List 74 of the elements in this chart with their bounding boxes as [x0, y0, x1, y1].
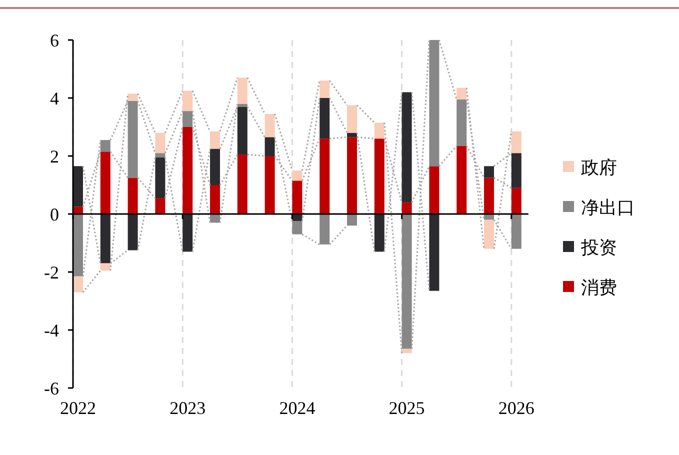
- bar: [128, 94, 138, 101]
- bar: [320, 80, 330, 98]
- bar: [128, 214, 138, 250]
- bar: [237, 78, 248, 104]
- bar: [347, 214, 357, 226]
- bar: [100, 214, 110, 264]
- legend-label: 投资: [580, 237, 617, 258]
- bar: [128, 100, 138, 178]
- bar: [484, 178, 494, 214]
- bar: [374, 138, 384, 214]
- bar: [264, 137, 275, 156]
- bar: [182, 111, 193, 127]
- bar: [402, 202, 412, 214]
- x-tick-label: 2022: [60, 398, 96, 418]
- bar: [374, 122, 384, 139]
- bar: [347, 105, 357, 133]
- bar: [347, 132, 357, 138]
- bar: [292, 221, 302, 234]
- y-tick-label: 4: [50, 88, 59, 108]
- bar: [100, 140, 110, 152]
- bar: [73, 166, 83, 207]
- bar: [402, 92, 412, 202]
- y-tick-label: 2: [50, 146, 59, 166]
- x-tick-label: 2026: [498, 398, 534, 418]
- bar: [292, 170, 302, 181]
- bar: [511, 131, 522, 154]
- bar: [456, 146, 467, 214]
- bar: [155, 153, 166, 158]
- y-tick-label: -6: [44, 378, 59, 398]
- bar: [402, 214, 412, 349]
- x-tick-label: 2023: [170, 398, 206, 418]
- bar: [210, 148, 220, 185]
- x-tick-label: 2025: [388, 398, 425, 418]
- bar: [429, 40, 440, 166]
- bar: [264, 156, 275, 214]
- bar: [320, 138, 330, 214]
- bar: [264, 114, 275, 138]
- bar: [182, 127, 193, 214]
- bar: [429, 214, 440, 291]
- bar: [155, 132, 166, 154]
- bar: [182, 214, 193, 252]
- bar: [484, 220, 494, 249]
- bar: [374, 214, 384, 252]
- legend-label: 消费: [581, 277, 617, 298]
- bar: [347, 137, 357, 214]
- y-tick-label: -2: [44, 262, 59, 282]
- bar: [237, 154, 248, 214]
- bar: [128, 178, 138, 214]
- bar: [511, 153, 522, 188]
- bar: [210, 131, 220, 149]
- bar: [292, 180, 302, 214]
- bar: [484, 166, 494, 178]
- x-tick-label: 2024: [279, 398, 316, 418]
- bar: [73, 276, 83, 292]
- bar: [155, 157, 166, 198]
- bar: [320, 98, 330, 139]
- bar: [155, 198, 166, 214]
- bar: [456, 88, 467, 100]
- bar: [210, 185, 220, 214]
- y-tick-label: 0: [50, 204, 59, 224]
- bar: [511, 188, 522, 214]
- bar: [237, 106, 248, 155]
- bar: [320, 214, 330, 244]
- bar: [182, 90, 193, 112]
- legend-label: 政府: [581, 157, 617, 178]
- bar: [100, 152, 110, 214]
- legend-label: 净出口: [581, 197, 635, 218]
- y-tick-label: -4: [44, 320, 59, 340]
- y-tick-label: 6: [50, 30, 59, 50]
- bar: [511, 214, 522, 249]
- bar: [100, 263, 110, 271]
- bar: [429, 166, 440, 214]
- bar: [456, 99, 467, 146]
- bar: [402, 348, 412, 354]
